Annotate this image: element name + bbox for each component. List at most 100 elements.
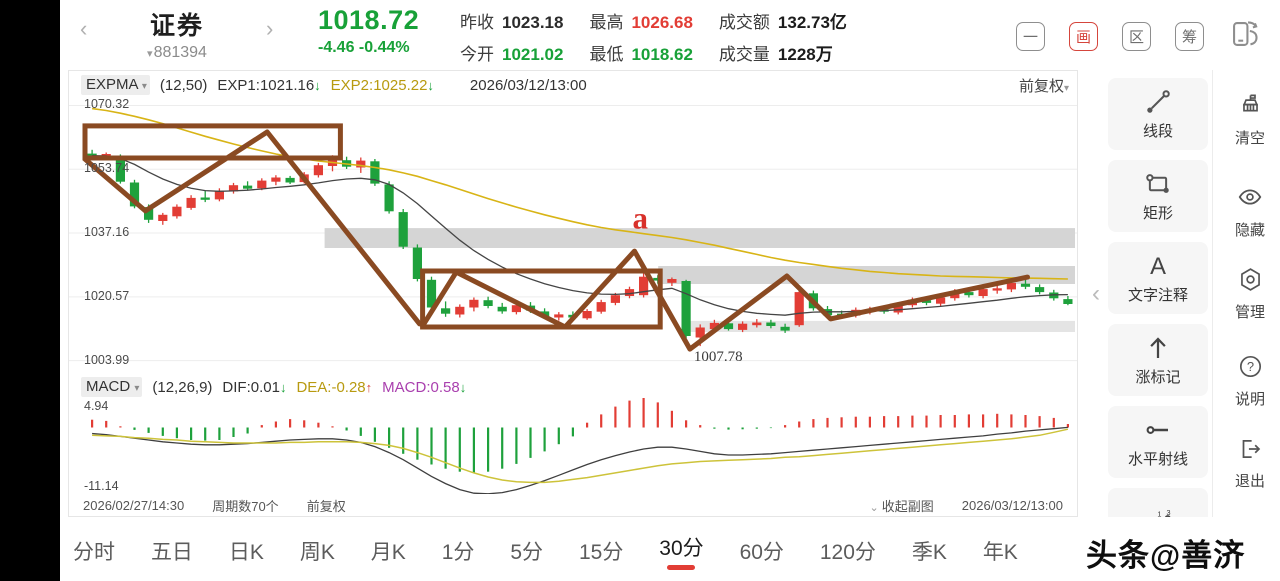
- macd-params: (12,26,9): [152, 378, 213, 396]
- stat-row: 昨收 1023.18: [460, 8, 563, 33]
- tab-period-8[interactable]: 30分: [659, 532, 704, 570]
- clear-broom-icon: [1237, 92, 1264, 124]
- macd-chart[interactable]: 4.94 -11.14: [69, 398, 1077, 494]
- tab-label: 分时: [73, 540, 115, 564]
- candlestick-chart[interactable]: a 1007.78 1070.32 1053.74 1037.16 1020.57 100…: [69, 97, 1077, 376]
- stat-column: 成交额 132.73亿成交量 1228万: [719, 8, 847, 65]
- quote-stats: 昨收 1023.18 今开 1021.02 最高 1026.68 最低 1018.62 成交额 1…: [460, 8, 847, 65]
- svg-text:a: a: [633, 201, 649, 236]
- tab-period-11[interactable]: 季K: [912, 536, 947, 566]
- action-help-question[interactable]: ? 说明: [1220, 353, 1280, 409]
- chevron-down-icon: ▾: [134, 383, 140, 394]
- price-axis-tick: 1003.99: [84, 352, 130, 367]
- action-label: 说明: [1234, 391, 1265, 408]
- chip-distribution-icon[interactable]: 筹: [1175, 22, 1204, 51]
- macd-axis-max: 4.94: [84, 399, 109, 413]
- tool-rectangle[interactable]: 矩形: [1108, 160, 1208, 232]
- stat-label: 昨收: [460, 13, 494, 32]
- stat-value: 1228万: [777, 45, 833, 64]
- price-block: 1018.72 -4.46 -0.44%: [318, 5, 419, 57]
- rotate-screen-icon[interactable]: [1228, 18, 1262, 55]
- action-label: 清空: [1234, 130, 1265, 147]
- tool-up-mark[interactable]: 涨标记: [1108, 324, 1208, 396]
- stat-label: 成交量: [718, 45, 770, 64]
- up-mark-icon: [1143, 333, 1173, 363]
- minimize-box-icon[interactable]: 一: [1016, 22, 1045, 51]
- collapse-subchart-button[interactable]: ⌄ 收起副图: [869, 498, 934, 514]
- toolbox-collapse-chevron-icon[interactable]: ‹: [1092, 280, 1100, 307]
- tab-period-0[interactable]: 分时: [73, 536, 115, 566]
- text-note-icon: A: [1143, 251, 1173, 281]
- watermark: 头条@善济: [1086, 538, 1246, 573]
- svg-text:1: 1: [1157, 510, 1161, 517]
- action-exit[interactable]: 退出: [1220, 436, 1280, 491]
- action-label: 管理: [1234, 304, 1265, 321]
- draw-mode-icon[interactable]: 画: [1069, 22, 1098, 51]
- expma-indicator-row: EXPMA ▾ (12,50) EXP1:1021.16↓ EXP2:1025.…: [69, 71, 1077, 99]
- tab-period-5[interactable]: 1分: [442, 536, 475, 566]
- dea-value: DEA:-0.28↑: [296, 378, 373, 396]
- exit-icon: [1237, 436, 1263, 467]
- tab-period-2[interactable]: 日K: [229, 536, 264, 566]
- stat-column: 昨收 1023.18 今开 1021.02: [460, 8, 563, 65]
- adjust-mode-selector[interactable]: 前复权▾: [1018, 77, 1069, 95]
- price-axis-tick: 1053.74: [84, 161, 130, 176]
- tool-line-segment[interactable]: 线段: [1108, 78, 1208, 150]
- tab-label: 五日: [150, 540, 193, 564]
- stat-label: 最低: [589, 45, 624, 64]
- macd-value: MACD:0.58↓: [382, 378, 467, 396]
- tab-period-6[interactable]: 5分: [510, 536, 543, 566]
- expma-selector[interactable]: EXPMA ▾: [81, 75, 150, 95]
- action-label: 隐藏: [1234, 222, 1265, 239]
- tab-period-9[interactable]: 60分: [740, 536, 784, 566]
- svg-text:?: ?: [1246, 359, 1253, 374]
- stock-code[interactable]: ▾881394: [147, 44, 207, 61]
- tab-period-7[interactable]: 15分: [579, 536, 623, 566]
- toolbox-divider: [1212, 70, 1213, 517]
- action-manage-gear[interactable]: 管理: [1220, 266, 1280, 322]
- svg-text:3: 3: [1167, 509, 1171, 517]
- macd-indicator-row: MACD ▾ (12,26,9) DIF:0.01↓ DEA:-0.28↑ MA…: [69, 376, 1077, 398]
- tab-label: 120分: [819, 540, 876, 564]
- down-arrow-icon: ↓: [427, 77, 434, 93]
- tab-period-1[interactable]: 五日: [151, 536, 193, 566]
- active-tab-underline: [667, 564, 696, 570]
- stat-value: 132.73亿: [777, 13, 847, 32]
- tab-period-4[interactable]: 月K: [371, 536, 406, 566]
- prev-stock-chevron-icon[interactable]: ‹: [80, 16, 88, 41]
- tool-horizontal-ray[interactable]: 水平射线: [1108, 406, 1208, 478]
- price-change: -4.46 -0.44%: [318, 39, 410, 56]
- up-arrow-icon: ↑: [365, 379, 373, 395]
- stat-label: 最高: [589, 13, 624, 32]
- period-count: 周期数70个: [212, 498, 279, 514]
- tab-period-10[interactable]: 120分: [820, 536, 876, 566]
- macd-axis-min: -11.14: [84, 479, 119, 493]
- svg-text:1007.78: 1007.78: [694, 349, 743, 365]
- stat-row: 今开 1021.02: [460, 40, 563, 65]
- tool-text-note[interactable]: A 文字注释: [1108, 242, 1208, 314]
- tab-label: 季K: [911, 540, 947, 564]
- chart-status-bar: 2026/02/27/14:30 周期数70个 前复权 ⌄ 收起副图 2026/0…: [69, 494, 1077, 516]
- stat-row: 最低 1018.62: [589, 40, 692, 65]
- svg-text:A: A: [1150, 253, 1166, 280]
- exp2-value: EXP2:1025.22↓: [330, 76, 434, 94]
- action-clear-broom[interactable]: 清空: [1220, 92, 1280, 148]
- header: ‹ 证券 ▾881394 › 1018.72 -4.46 -0.44% 昨收 10…: [60, 0, 1280, 66]
- next-stock-chevron-icon[interactable]: ›: [266, 16, 274, 41]
- price-axis-tick: 1070.32: [84, 97, 130, 112]
- tab-period-3[interactable]: 周K: [300, 536, 335, 566]
- tab-label: 15分: [578, 540, 624, 564]
- macd-selector[interactable]: MACD ▾: [81, 377, 143, 397]
- line-segment-icon: [1143, 87, 1173, 117]
- chart-panel: EXPMA ▾ (12,50) EXP1:1021.16↓ EXP2:1025.…: [68, 70, 1078, 517]
- tab-period-12[interactable]: 年K: [983, 536, 1018, 566]
- region-stat-icon[interactable]: 区: [1122, 22, 1151, 51]
- horizontal-ray-icon: [1143, 415, 1173, 445]
- symbol-block[interactable]: 证券 ▾881394: [122, 6, 232, 62]
- down-arrow-icon: ↓: [459, 379, 467, 395]
- tab-label: 月K: [370, 540, 406, 564]
- stat-row: 成交额 132.73亿: [719, 8, 847, 33]
- action-hide-eye[interactable]: 隐藏: [1220, 183, 1280, 240]
